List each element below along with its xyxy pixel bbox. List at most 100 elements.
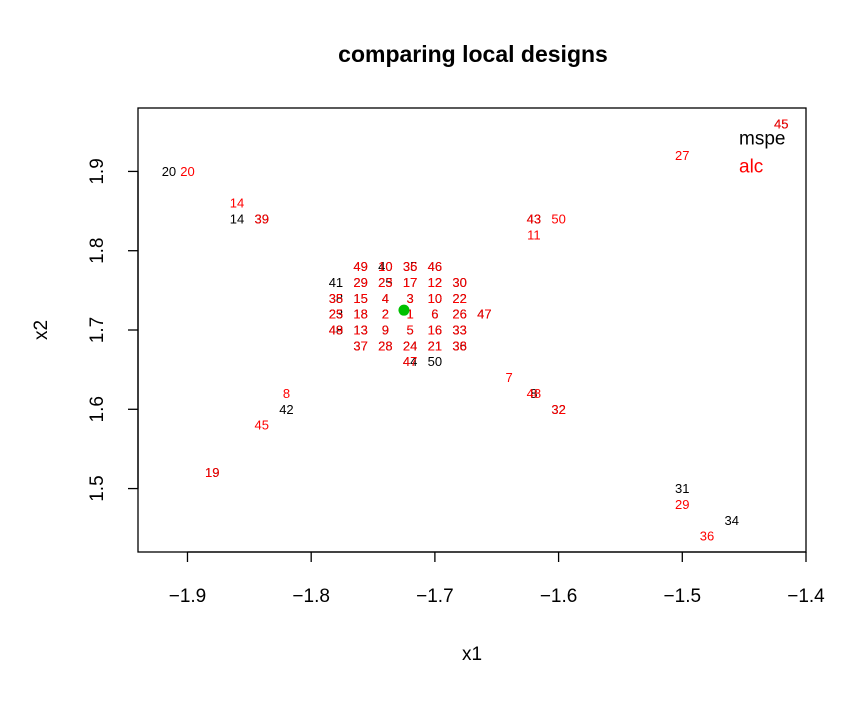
- point-label-alc: 47: [403, 354, 417, 369]
- point-label-alc: 11: [527, 227, 541, 242]
- point-label-alc: 50: [551, 212, 565, 227]
- point-label-alc: 16: [428, 323, 442, 338]
- point-label-alc: 17: [403, 275, 417, 290]
- point-label-mspe: 14: [230, 212, 244, 227]
- point-label-alc: 5: [407, 323, 414, 338]
- point-label-mspe: 25: [378, 275, 392, 290]
- point-label-mspe: 32: [551, 402, 565, 417]
- x-tick-label: −1.8: [292, 586, 330, 607]
- point-label-alc: 7: [505, 370, 512, 385]
- point-label-alc: 21: [428, 338, 442, 353]
- point-label-mspe: 44: [403, 354, 417, 369]
- point-label-alc: 49: [329, 323, 343, 338]
- point-label-alc: 2: [382, 307, 389, 322]
- point-label-mspe: 48: [329, 323, 343, 338]
- point-label-mspe: 46: [428, 259, 442, 274]
- point-label-mspe: 16: [428, 323, 442, 338]
- point-label-mspe: 38: [329, 291, 343, 306]
- point-label-alc: 48: [527, 386, 541, 401]
- point-label-mspe: 13: [353, 323, 367, 338]
- y-tick-label: 1.8: [87, 238, 108, 264]
- point-label-alc: 36: [403, 259, 417, 274]
- point-label-mspe: 40: [378, 259, 392, 274]
- point-label-mspe: 47: [477, 307, 491, 322]
- point-label-mspe: 39: [254, 212, 268, 227]
- point-label-alc: 39: [254, 212, 268, 227]
- point-label-mspe: 9: [382, 323, 389, 338]
- point-label-mspe: 2: [382, 307, 389, 322]
- point-label-mspe: 26: [452, 307, 466, 322]
- point-label-alc: 15: [353, 291, 367, 306]
- point-label-mspe: 35: [403, 259, 417, 274]
- point-label-mspe: 17: [403, 275, 417, 290]
- legend-entry-alc: alc: [739, 157, 763, 178]
- point-label-alc: 35: [329, 291, 343, 306]
- y-tick-label: 1.6: [87, 396, 108, 422]
- point-label-mspe: 34: [725, 513, 739, 528]
- x-tick-label: −1.5: [664, 586, 702, 607]
- point-label-mspe: 43: [527, 212, 541, 227]
- point-label-alc: 43: [527, 212, 541, 227]
- chart-title: comparing local designs: [338, 41, 608, 67]
- point-label-mspe: 50: [428, 354, 442, 369]
- point-label-mspe: 15: [353, 291, 367, 306]
- point-label-mspe: 24: [403, 338, 417, 353]
- point-label-mspe: 3: [407, 291, 414, 306]
- point-label-mspe: 31: [675, 481, 689, 496]
- point-label-mspe: 23: [329, 307, 343, 322]
- point-label-alc: 45: [254, 418, 268, 433]
- point-label-alc: 4: [382, 291, 389, 306]
- plot-frame: [137, 107, 807, 553]
- point-label-alc: 24: [403, 338, 417, 353]
- point-label-alc: 20: [180, 164, 194, 179]
- point-label-mspe: 10: [428, 291, 442, 306]
- point-label-alc: 3: [407, 291, 414, 306]
- point-label-mspe: 12: [428, 275, 442, 290]
- point-label-mspe: 29: [353, 275, 367, 290]
- point-label-mspe: 30: [452, 275, 466, 290]
- point-label-alc: 47: [477, 307, 491, 322]
- x-axis: −1.9 −1.8 −1.7 −1.6 −1.5 −1.4: [169, 551, 825, 607]
- x-tick-label: −1.4: [787, 586, 825, 607]
- point-label-alc: 23: [378, 275, 392, 290]
- y-tick-label: 1.9: [87, 158, 108, 184]
- point-label-alc: 18: [353, 307, 367, 322]
- point-label-alc: 33: [452, 323, 466, 338]
- point-label-alc: 25: [329, 307, 343, 322]
- point-label-alc: 10: [428, 291, 442, 306]
- point-label-alc: 49: [353, 259, 367, 274]
- point-label-mspe: 4: [382, 291, 389, 306]
- point-label-mspe: 42: [279, 402, 293, 417]
- point-label-mspe: 19: [205, 465, 219, 480]
- x-tick-label: −1.6: [540, 586, 578, 607]
- point-label-alc: 30: [452, 275, 466, 290]
- x-tick-label: −1.9: [169, 586, 207, 607]
- point-label-mspe: 41: [329, 275, 343, 290]
- point-label-mspe: 37: [353, 338, 367, 353]
- y-tick-label: 1.7: [87, 317, 108, 343]
- point-label-alc: 22: [452, 291, 466, 306]
- point-label-mspe: 1: [407, 307, 414, 322]
- point-label-mspe: 45: [774, 116, 788, 131]
- x-axis-label: x1: [462, 644, 482, 665]
- y-axis: 1.5 1.6 1.7 1.8 1.9: [87, 158, 139, 502]
- point-label-alc: 29: [675, 497, 689, 512]
- point-label-alc: 6: [431, 307, 438, 322]
- point-label-alc: 12: [428, 275, 442, 290]
- point-label-alc: 32: [551, 402, 565, 417]
- point-label-mspe: 18: [353, 307, 367, 322]
- y-tick-label: 1.5: [87, 475, 108, 501]
- point-label-alc: 10: [378, 259, 392, 274]
- point-label-alc: 13: [353, 323, 367, 338]
- point-label-alc: 1: [407, 307, 414, 322]
- point-label-alc: 8: [283, 386, 290, 401]
- point-label-mspe: 20: [162, 164, 176, 179]
- point-label-alc: 28: [378, 338, 392, 353]
- point-label-alc: 27: [675, 148, 689, 163]
- x-tick-label: −1.7: [416, 586, 454, 607]
- point-label-alc: 46: [428, 259, 442, 274]
- point-label-alc: 19: [205, 465, 219, 480]
- legend: mspe alc: [739, 129, 785, 178]
